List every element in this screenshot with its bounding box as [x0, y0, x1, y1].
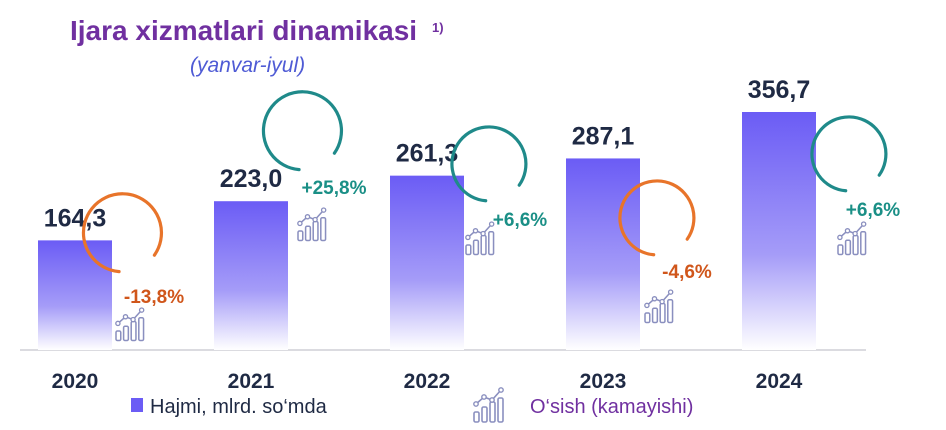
growth-label-2024: +6,6%: [846, 200, 901, 221]
chart-title: Ijara xizmatlari dinamikasi: [70, 15, 417, 46]
year-label-2022: 2022: [404, 370, 451, 393]
value-label-2022: 261,3: [396, 140, 459, 168]
growth-layer: -13,8% +25,8% +6,6% -4,6% +6,6%: [81, 90, 901, 342]
growth-chart-icon: [473, 387, 504, 423]
legend: Hajmi, mlrd. so‘mda O‘sish (kamayishi): [131, 387, 693, 423]
year-label-2024: 2024: [756, 370, 803, 393]
value-label-2020: 164,3: [44, 204, 107, 232]
bar-2022: [390, 175, 464, 350]
growth-ring: [81, 192, 164, 274]
growth-label-2021: +25,8%: [302, 178, 367, 199]
title-footnote-mark: 1): [432, 20, 444, 35]
year-label-2020: 2020: [52, 370, 99, 393]
growth-ring: [261, 90, 344, 172]
legend-label-volume: Hajmi, mlrd. so‘mda: [150, 396, 328, 418]
growth-label-2022: +6,6%: [493, 210, 548, 231]
legend-swatch-bar: [131, 398, 143, 412]
growth-chart-icon: [837, 221, 867, 256]
bars-layer: 164,3 2020 223,0 2021 261,3 2022 287,1 2023 356,…: [20, 76, 866, 393]
growth-label-2023: -4,6%: [662, 262, 712, 283]
growth-chart-icon: [644, 289, 674, 324]
legend-label-growth: O‘sish (kamayishi): [530, 396, 693, 418]
bar-2024: [742, 112, 816, 350]
bar-2021: [214, 201, 288, 350]
value-label-2024: 356,7: [748, 76, 811, 104]
growth-marker-2024: +6,6%: [810, 115, 901, 256]
growth-ring: [450, 125, 528, 203]
value-label-2023: 287,1: [572, 122, 635, 150]
value-label-2021: 223,0: [220, 165, 283, 193]
growth-chart-icon: [297, 207, 327, 242]
growth-marker-2022: +6,6%: [450, 125, 548, 256]
growth-chart-icon: [465, 221, 495, 256]
year-label-2023: 2023: [580, 370, 627, 393]
growth-ring: [618, 179, 696, 257]
growth-marker-2023: -4,6%: [618, 179, 712, 324]
year-label-2021: 2021: [228, 370, 275, 393]
growth-ring: [810, 115, 888, 193]
growth-chart-icon: [115, 307, 145, 342]
growth-marker-2020: -13,8%: [81, 192, 184, 342]
chart-subtitle: (yanvar-iyul): [190, 54, 305, 77]
growth-label-2020: -13,8%: [124, 287, 184, 308]
bar-2020: [38, 240, 112, 350]
bar-2023: [566, 158, 640, 350]
growth-marker-2021: +25,8%: [261, 90, 367, 242]
